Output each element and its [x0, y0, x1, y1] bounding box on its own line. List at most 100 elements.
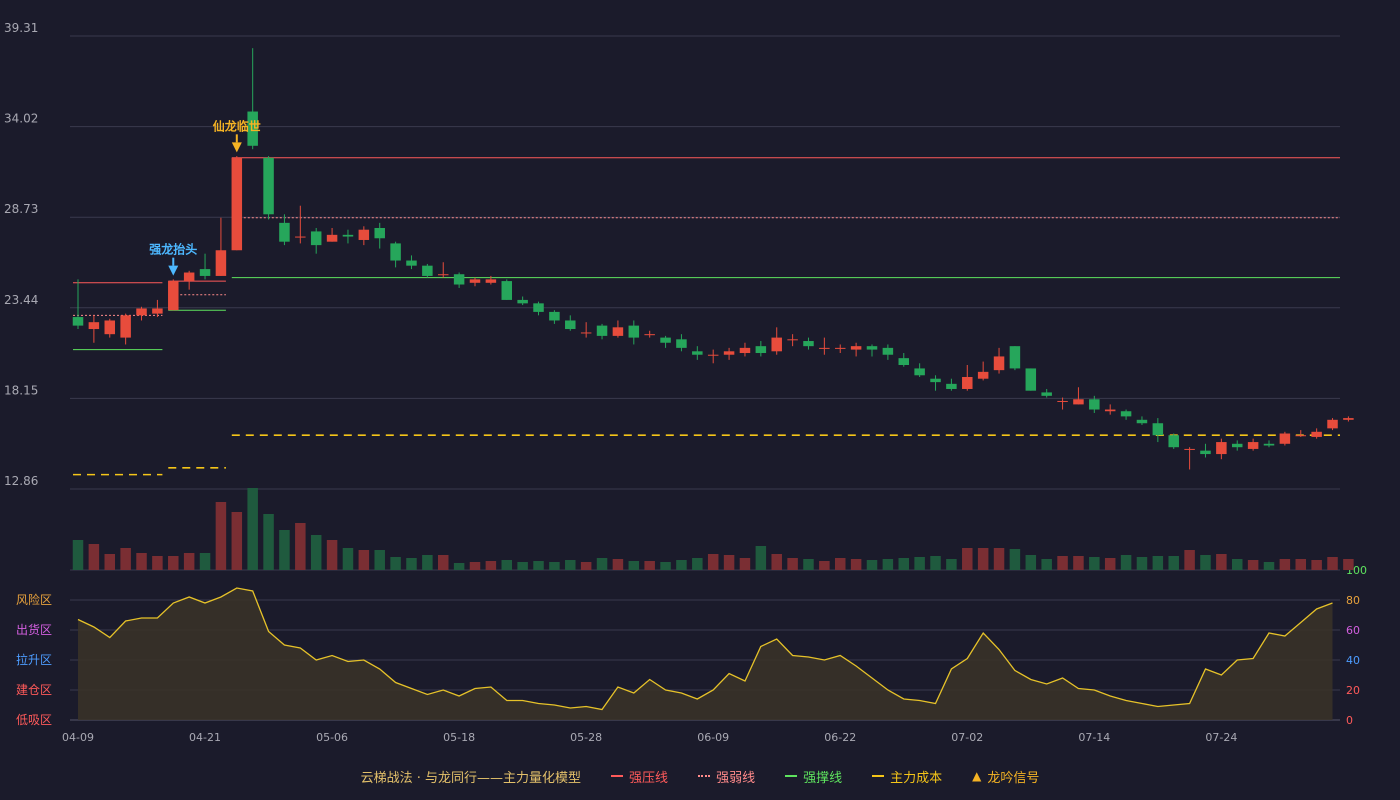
volume-bar [469, 562, 481, 570]
volume-bar [660, 562, 671, 570]
volume-bar [453, 563, 465, 570]
volume-bar [1041, 559, 1052, 570]
candle-body [676, 339, 687, 348]
x-tick-label: 04-21 [189, 731, 221, 744]
main-chart: 39.3134.0228.7323.4418.1512.861008060402… [4, 21, 1367, 744]
legend-item-resistance[interactable]: 强压线 [611, 767, 668, 786]
volume-bar [739, 558, 751, 570]
annotation-arrow [168, 265, 179, 276]
candle-body [517, 299, 528, 304]
legend-swatch-cost [872, 775, 885, 777]
candle-body [136, 308, 147, 316]
volume-bar [898, 558, 910, 570]
legend-item-cost[interactable]: 主力成本 [872, 767, 942, 786]
volume-bar [1089, 557, 1100, 570]
x-tick-label: 06-22 [824, 731, 856, 744]
candle-body [787, 339, 798, 341]
candle-body [374, 227, 385, 239]
volume-bar [310, 535, 322, 570]
oscillator-line [77, 587, 1333, 711]
candle-body [437, 274, 449, 276]
candle-body [1200, 450, 1211, 455]
candle-body [469, 279, 481, 283]
x-tick-label: 05-06 [316, 731, 348, 744]
legend-swatch-weak [698, 775, 711, 777]
x-tick-label: 07-14 [1078, 731, 1110, 744]
volume-bar [644, 561, 655, 570]
volume-bar [1200, 555, 1211, 570]
volume-bar [533, 561, 544, 570]
price-tick-label: 12.86 [4, 474, 38, 488]
candle-body [501, 281, 513, 300]
volume-bar [977, 548, 989, 570]
legend-swatch-support [785, 775, 798, 777]
legend-label-support: 强撑线 [803, 770, 843, 786]
osc-zone-label: 低吸区 [16, 713, 52, 727]
candle-body [1311, 431, 1322, 437]
volume-bar [707, 554, 719, 570]
volume-bar [104, 554, 116, 570]
volume-bar [422, 555, 433, 570]
volume-bar [1247, 560, 1259, 570]
candle-body [390, 243, 401, 261]
candle-body [310, 231, 322, 246]
candle-body [660, 337, 671, 343]
volume-bar [437, 555, 449, 570]
candle-body [295, 236, 306, 238]
volume-bar [1263, 562, 1275, 570]
volume-bar [295, 523, 306, 570]
osc-zone-label: 建仓区 [16, 683, 52, 697]
candle-body [1073, 399, 1084, 405]
candle-body [549, 311, 560, 321]
volume-bar [136, 553, 147, 570]
volume-bar [930, 556, 941, 570]
legend-item-support[interactable]: 强撑线 [785, 767, 842, 786]
volume-bar [168, 556, 179, 570]
candle-body [993, 356, 1005, 371]
candle-body [453, 274, 465, 285]
legend-label-weak: 强弱线 [716, 770, 756, 786]
volume-bar [1152, 556, 1164, 570]
candle-body [1152, 423, 1164, 436]
candle-body [612, 327, 624, 336]
x-tick-label: 07-02 [951, 731, 983, 744]
volume-bar [1025, 555, 1037, 570]
osc-tick-label: 80 [1346, 594, 1360, 607]
legend-item-weak[interactable]: 强弱线 [698, 767, 755, 786]
legend-item-signal[interactable]: ▲ 龙吟信号 [972, 767, 1039, 786]
candle-body [342, 234, 354, 237]
volume-bar [723, 555, 735, 570]
volume-bar [279, 530, 290, 570]
volume-bar [88, 544, 100, 570]
candle-body [914, 368, 925, 376]
candle-body [120, 315, 131, 338]
x-tick-label: 07-24 [1205, 731, 1237, 744]
volume-bar [390, 557, 401, 570]
candle-body [247, 111, 258, 146]
candle-body [850, 346, 862, 350]
candle-body [1295, 435, 1307, 437]
volume-bar [1136, 557, 1148, 570]
volume-bar [485, 561, 497, 570]
volume-bar [1057, 556, 1068, 570]
volume-bar [565, 560, 576, 570]
volume-bar [993, 548, 1005, 570]
volume-bar [1311, 560, 1322, 570]
candle-body [977, 371, 989, 379]
oscillator-area [78, 588, 1333, 720]
volume-bar [231, 512, 243, 570]
volume-bar [326, 540, 338, 570]
price-tick-label: 18.15 [4, 383, 38, 397]
candle-body [231, 157, 243, 251]
volume-bar [946, 559, 957, 570]
volume-bar [549, 562, 560, 570]
candle-body [580, 332, 592, 334]
x-tick-label: 05-28 [570, 731, 602, 744]
volume-bar [406, 558, 417, 570]
candle-body [199, 269, 211, 276]
volume-bar [1184, 550, 1195, 570]
legend-swatch-resistance [611, 775, 624, 777]
candle-body [1216, 442, 1227, 455]
volume-bar [1343, 559, 1354, 570]
candle-body [168, 281, 179, 311]
